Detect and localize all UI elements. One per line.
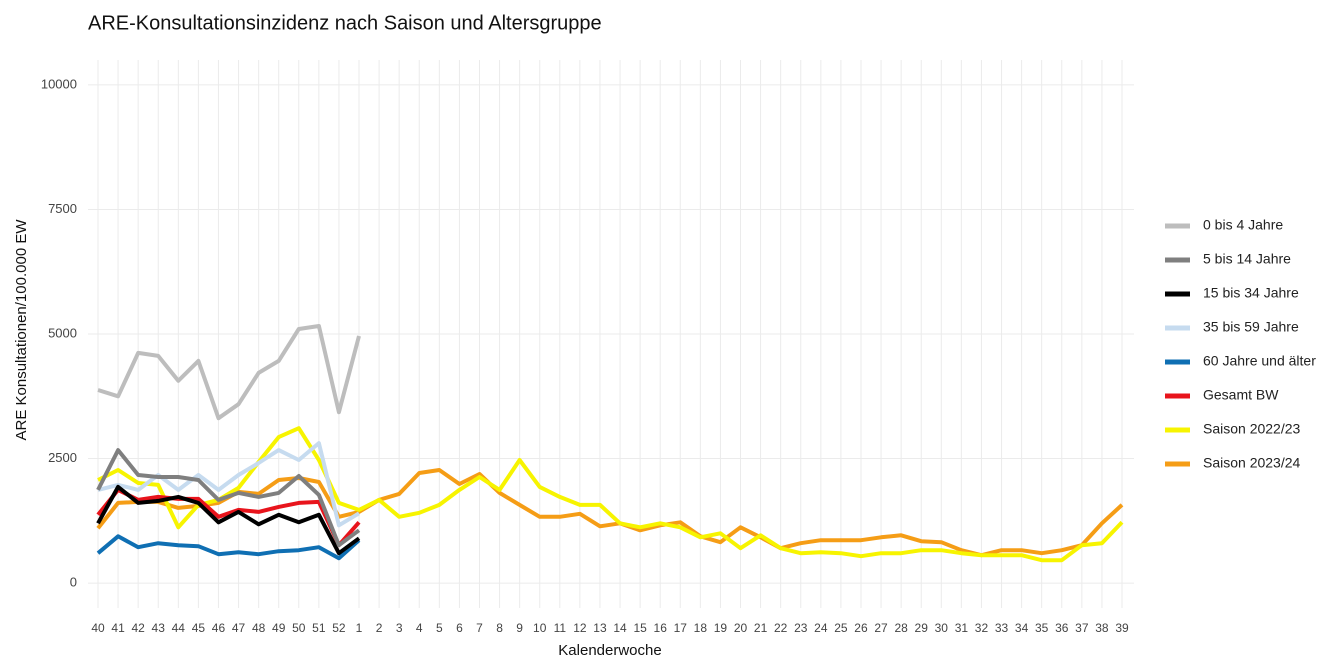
series-line: [96, 468, 1124, 558]
x-tick-label: 34: [1015, 621, 1029, 635]
y-tick-label: 2500: [48, 450, 77, 465]
x-tick-label: 25: [834, 621, 848, 635]
x-tick-label: 45: [192, 621, 206, 635]
x-tick-label: 42: [131, 621, 145, 635]
series-line: [96, 534, 361, 561]
x-tick-label: 24: [814, 621, 828, 635]
legend-label: Saison 2022/23: [1203, 421, 1301, 437]
x-tick-label: 19: [714, 621, 728, 635]
series-line: [96, 448, 361, 548]
x-tick-label: 2: [376, 621, 383, 635]
legend-label: Saison 2023/24: [1203, 455, 1301, 471]
x-tick-label: 1: [356, 621, 363, 635]
x-tick-label: 21: [754, 621, 768, 635]
legend-label: 0 bis 4 Jahre: [1203, 217, 1283, 233]
x-tick-label: 16: [654, 621, 668, 635]
x-tick-label: 5: [436, 621, 443, 635]
x-tick-label: 50: [292, 621, 306, 635]
x-tick-label: 18: [694, 621, 708, 635]
x-tick-label: 28: [894, 621, 908, 635]
x-tick-label: 52: [332, 621, 346, 635]
x-tick-label: 17: [674, 621, 688, 635]
x-tick-label: 47: [232, 621, 246, 635]
x-tick-label: 3: [396, 621, 403, 635]
legend-label: 5 bis 14 Jahre: [1203, 251, 1291, 267]
x-tick-label: 35: [1035, 621, 1049, 635]
x-tick-label: 27: [874, 621, 888, 635]
y-tick-label: 10000: [41, 76, 77, 91]
x-tick-label: 8: [496, 621, 503, 635]
chart-title: ARE-Konsultationsinzidenz nach Saison un…: [88, 12, 602, 34]
x-tick-label: 39: [1115, 621, 1129, 635]
x-tick-label: 46: [212, 621, 226, 635]
x-tick-label: 29: [915, 621, 929, 635]
series-line: [96, 484, 361, 556]
x-tick-label: 30: [935, 621, 949, 635]
x-tick-label: 22: [774, 621, 788, 635]
series-line: [96, 487, 361, 548]
x-tick-label: 14: [613, 621, 627, 635]
x-tick-label: 36: [1055, 621, 1069, 635]
legend-label: 60 Jahre und älter: [1203, 353, 1316, 369]
x-tick-label: 12: [573, 621, 587, 635]
legend-label: 35 bis 59 Jahre: [1203, 319, 1299, 335]
series-line: [97, 426, 1124, 563]
x-tick-label: 37: [1075, 621, 1089, 635]
x-tick-label: 41: [111, 621, 125, 635]
x-axis-title: Kalenderwoche: [558, 642, 661, 658]
x-tick-label: 10: [533, 621, 547, 635]
legend-label: Gesamt BW: [1203, 387, 1279, 403]
x-tick-label: 49: [272, 621, 286, 635]
x-tick-label: 6: [456, 621, 463, 635]
x-tick-label: 7: [476, 621, 483, 635]
x-tick-label: 4: [416, 621, 423, 635]
legend-label: 15 bis 34 Jahre: [1203, 285, 1299, 301]
x-tick-label: 33: [995, 621, 1009, 635]
x-tick-label: 31: [955, 621, 969, 635]
x-tick-label: 51: [312, 621, 326, 635]
x-tick-label: 11: [554, 621, 567, 635]
y-tick-label: 0: [70, 575, 77, 590]
series-line: [97, 324, 361, 421]
x-tick-label: 13: [593, 621, 607, 635]
y-axis-title: ARE Konsultationen/100.000 EW: [13, 219, 30, 441]
x-tick-label: 20: [734, 621, 748, 635]
x-tick-label: 43: [152, 621, 166, 635]
x-tick-label: 38: [1095, 621, 1109, 635]
x-tick-label: 23: [794, 621, 808, 635]
x-tick-label: 48: [252, 621, 266, 635]
x-tick-label: 32: [975, 621, 989, 635]
x-tick-label: 44: [172, 621, 186, 635]
x-tick-label: 26: [854, 621, 868, 635]
y-tick-label: 5000: [48, 325, 77, 340]
y-tick-label: 7500: [48, 201, 77, 216]
x-tick-label: 15: [633, 621, 647, 635]
x-tick-label: 9: [516, 621, 523, 635]
x-tick-label: 40: [91, 621, 105, 635]
series-line: [97, 441, 361, 528]
